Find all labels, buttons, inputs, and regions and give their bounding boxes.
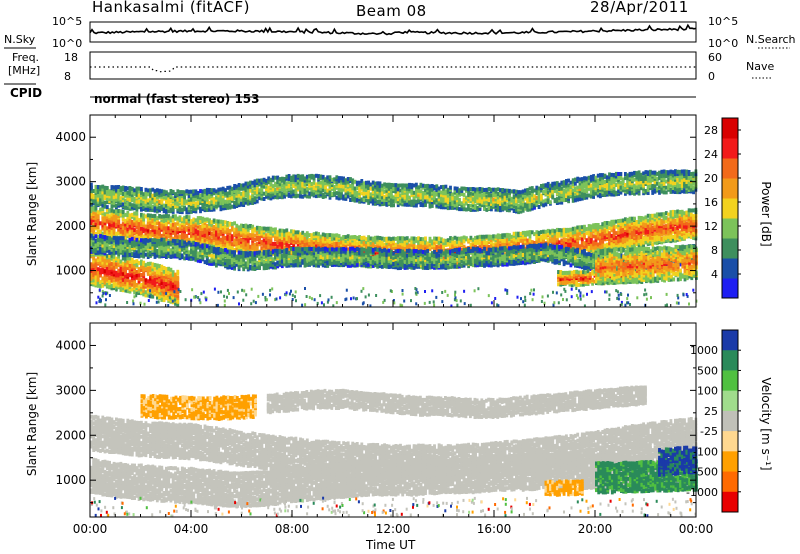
freq-panel-frame (90, 52, 696, 79)
power-cell (176, 276, 179, 280)
noise-panel-frame (90, 22, 696, 42)
power-cell (106, 205, 109, 209)
power-cell (97, 225, 100, 229)
power-cell (424, 237, 427, 241)
freq-trace (90, 67, 696, 72)
power-cell (140, 187, 143, 191)
power-cell (136, 212, 139, 216)
power-cell (176, 270, 179, 274)
power-cell (188, 215, 191, 219)
noise-trace (90, 25, 696, 34)
